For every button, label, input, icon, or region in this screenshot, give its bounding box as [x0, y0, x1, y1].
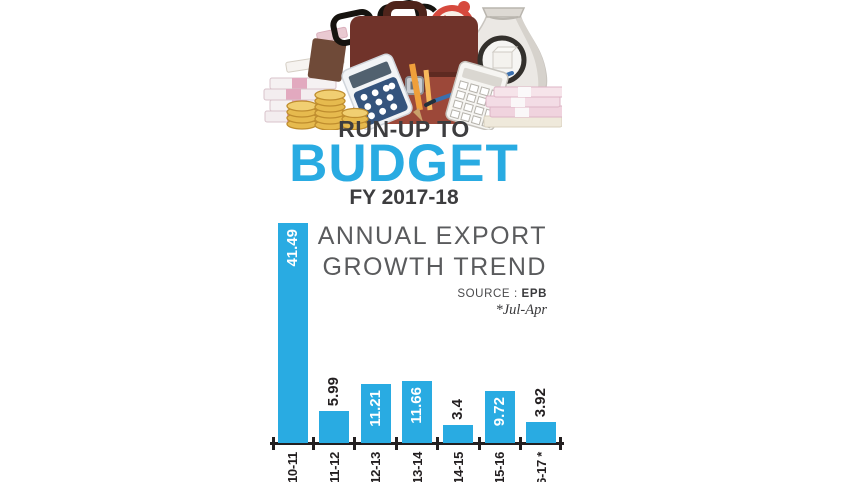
x-axis-tick [477, 437, 481, 450]
x-axis-line [270, 442, 564, 445]
bar-value-label: 11.21 [366, 389, 384, 427]
source-value: EPB [521, 288, 547, 300]
bar-chart: 41.49 2010-11 5.99 2011-12 11.21 2012-13 11.66… [270, 219, 564, 482]
budget-illustration [263, 0, 562, 130]
page-title: BUDGET [289, 134, 519, 193]
x-axis-label: 2012-13 [368, 452, 384, 482]
bar-2010-11 [277, 223, 308, 443]
bar-2015-16 [484, 391, 515, 443]
bar-2014-15 [443, 424, 474, 443]
chart-title-block: ANNUAL EXPORT GROWTH TREND SOURCE : EPB … [297, 221, 547, 319]
fiscal-year: FY 2017-18 [349, 186, 459, 209]
bar-value-label: 3.4 [449, 399, 467, 421]
x-axis-tick [394, 437, 398, 450]
source-label: SOURCE : [457, 288, 518, 300]
x-axis-label: 2011-12 [326, 452, 342, 482]
wallet-icon [307, 38, 347, 82]
bar-value-label: 5.99 [325, 377, 343, 407]
x-axis-tick [519, 437, 523, 450]
x-axis-label: 2016-17 * [533, 452, 549, 482]
source-line: SOURCE : EPB [297, 288, 547, 300]
bar-2011-12 [319, 411, 350, 443]
x-axis-label: 2013-14 [409, 452, 425, 482]
bar-value-label: 41.49 [283, 229, 301, 267]
x-axis-tick [559, 437, 562, 450]
header: RUN-UP TO BUDGET FY 2017-18 [254, 116, 554, 209]
x-axis-label: 2010-11 [285, 452, 301, 482]
chart-title-line2: GROWTH TREND [322, 253, 547, 281]
coins-icon [286, 89, 369, 130]
x-axis-tick [436, 437, 440, 450]
bar-value-label: 3.92 [532, 388, 550, 418]
footnote: *Jul-Apr [495, 302, 547, 318]
x-axis-tick [353, 437, 357, 450]
x-axis-label: 2015-16 [492, 452, 508, 482]
banknotes-icon [483, 86, 562, 128]
chart-title: ANNUAL EXPORT GROWTH TREND [297, 221, 547, 283]
bar-2012-13 [360, 383, 391, 443]
x-axis-tick [311, 437, 315, 450]
kicker: RUN-UP TO [338, 116, 470, 142]
bar-2016-17 * [526, 422, 557, 443]
bar-value-label: 11.66 [408, 387, 425, 424]
bar-value-label: 9.72 [490, 397, 508, 427]
x-axis-tick [272, 437, 275, 450]
x-axis-label: 2014-15 [450, 452, 466, 482]
bar-2013-14 [402, 381, 432, 443]
chart-title-line1: ANNUAL EXPORT [317, 222, 547, 250]
